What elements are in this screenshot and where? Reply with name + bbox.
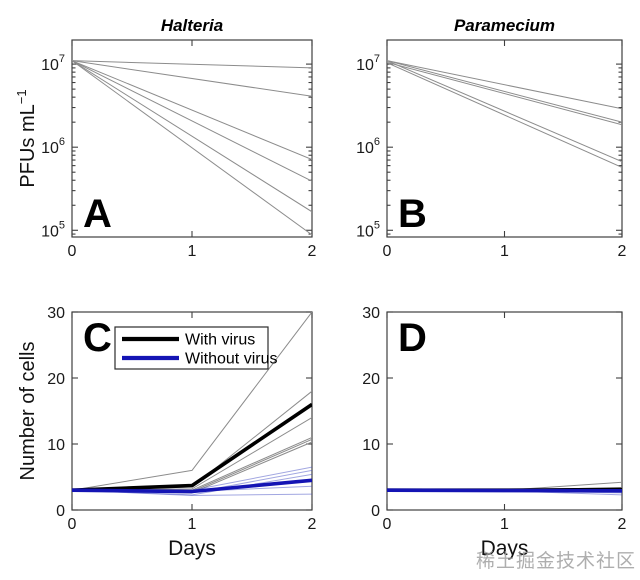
axis-ticks	[71, 311, 313, 511]
x-tick-label: 1	[500, 243, 509, 260]
series-line-replicate	[72, 60, 312, 213]
y-tick-label: 20	[47, 371, 65, 388]
x-tick-label: 0	[68, 243, 77, 260]
x-tick-label: 2	[308, 516, 317, 533]
y-axis-label: Number of cells	[17, 342, 39, 481]
y-tick-label: 30	[47, 305, 65, 322]
axis-ticks	[386, 311, 623, 511]
y-tick-label: 10	[362, 437, 380, 454]
panel-letter-C: C	[83, 316, 112, 360]
series-line-replicate	[387, 61, 622, 126]
y-tick-label: 30	[362, 305, 380, 322]
x-tick-label: 1	[188, 516, 197, 533]
legend-box	[114, 326, 269, 370]
x-tick-label: 0	[68, 516, 77, 533]
legend-label: With virus	[185, 332, 255, 349]
series-line-replicate	[72, 60, 312, 161]
series-line-with-virus-replicate	[72, 312, 312, 491]
series-group	[72, 60, 312, 236]
series-line-replicate	[72, 60, 312, 236]
panel-title: Paramecium	[454, 16, 555, 35]
y-tick-label: 107	[41, 53, 65, 74]
axis-ticks	[386, 40, 623, 237]
panel-letter-D: D	[398, 316, 427, 360]
panel-A: 0 1 2 105 106 107 Halteria PFUs mL−1 A	[14, 16, 317, 260]
x-tick-label: 1	[500, 516, 509, 533]
series-line-replicate	[72, 60, 312, 182]
series-line-replicate	[387, 60, 622, 110]
panel-letter-A: A	[83, 192, 112, 236]
series-line-replicate	[387, 60, 622, 123]
series-group	[387, 481, 622, 496]
series-line-with-virus-replicate	[72, 390, 312, 491]
legend: With virus Without virus	[114, 326, 277, 370]
x-tick-label: 2	[308, 243, 317, 260]
y-tick-label: 105	[356, 219, 380, 240]
series-line-with-virus-mean	[72, 402, 312, 492]
series-group	[387, 60, 622, 168]
y-tick-label: 105	[41, 219, 65, 240]
series-line-replicate	[72, 60, 312, 69]
series-group	[72, 312, 312, 496]
panel-title: Halteria	[161, 16, 223, 35]
panel-letter-B: B	[398, 192, 427, 236]
y-tick-label: 106	[41, 136, 65, 157]
x-tick-label: 2	[618, 516, 627, 533]
y-tick-label: 107	[356, 53, 380, 74]
series-line-without-virus-mean	[72, 478, 312, 494]
panel-B: 0 1 2 105 106 107 Paramecium B	[356, 16, 626, 260]
y-tick-label: 0	[56, 503, 65, 520]
y-tick-label: 10	[47, 437, 65, 454]
series-line-replicate	[387, 62, 622, 168]
x-axis-label: Days	[168, 537, 216, 560]
series-line-without-virus-mean	[387, 488, 622, 493]
watermark: 稀土掘金技术社区	[475, 551, 636, 572]
y-tick-label: 20	[362, 371, 380, 388]
legend-label: Without virus	[185, 351, 277, 368]
series-line-replicate	[72, 60, 312, 97]
y-tick-label: 106	[356, 136, 380, 157]
y-tick-label: 0	[371, 503, 380, 520]
x-tick-label: 2	[618, 243, 627, 260]
y-axis-label: PFUs mL−1	[14, 89, 39, 187]
x-tick-label: 0	[383, 516, 392, 533]
x-tick-label: 0	[383, 243, 392, 260]
series-line-replicate	[387, 60, 622, 163]
x-tick-label: 1	[188, 243, 197, 260]
x-axis-label: Days	[481, 537, 529, 560]
